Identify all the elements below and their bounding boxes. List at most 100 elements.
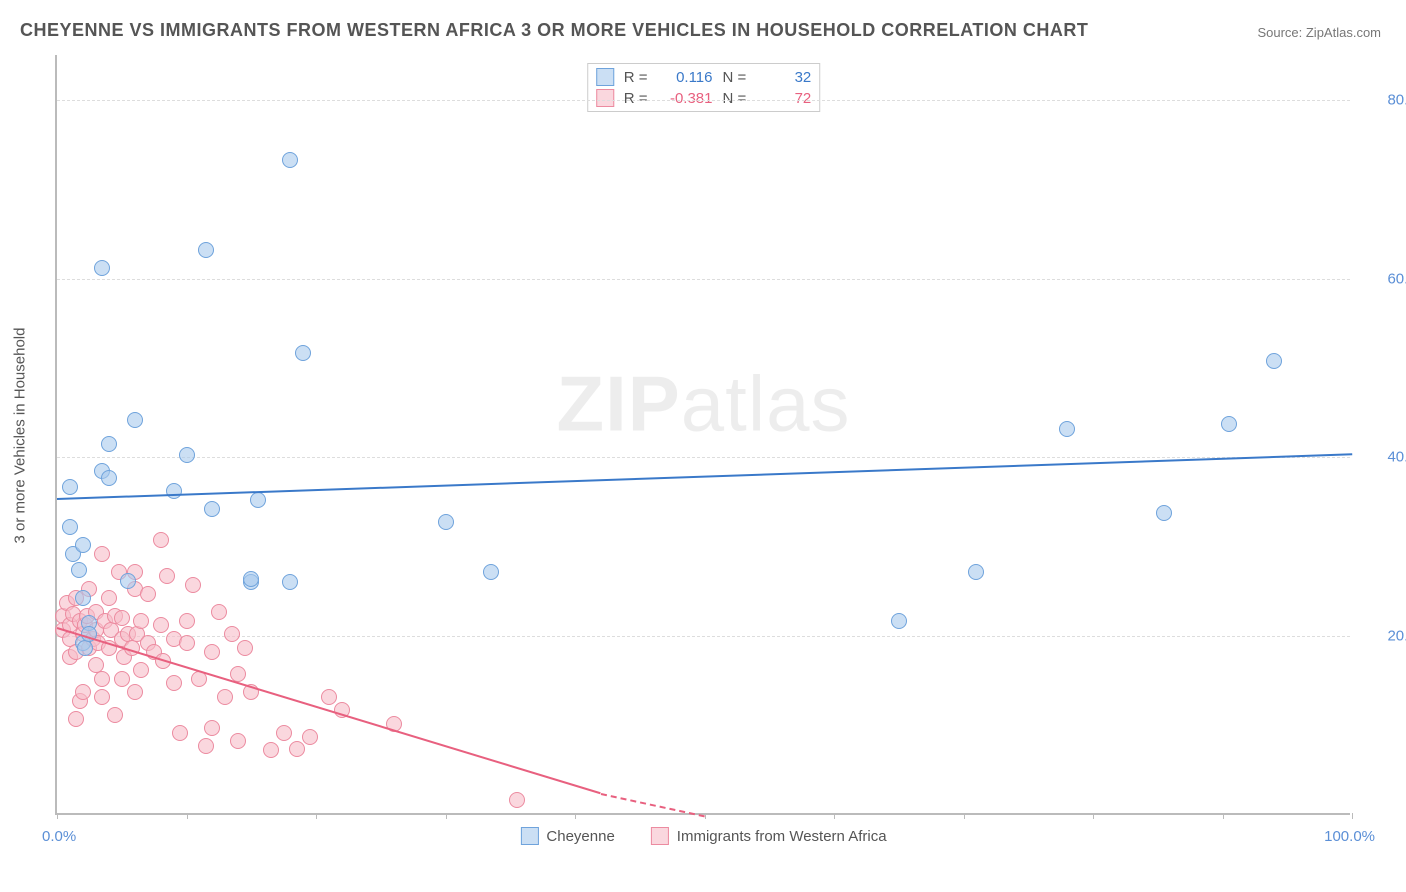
x-tick-mark [1223, 813, 1224, 819]
scatter-point-b [302, 729, 318, 745]
x-tick-mark [964, 813, 965, 819]
legend-n-value-a: 32 [756, 69, 811, 86]
x-axis-max-label: 100.0% [1324, 828, 1375, 845]
scatter-point-b [114, 671, 130, 687]
scatter-point-a [1156, 505, 1172, 521]
x-tick-mark [834, 813, 835, 819]
legend-stats-row-b: R = -0.381 N = 72 [596, 89, 812, 107]
scatter-point-b [230, 733, 246, 749]
gridline [57, 457, 1350, 458]
scatter-point-b [509, 792, 525, 808]
scatter-point-a [94, 260, 110, 276]
scatter-point-a [179, 447, 195, 463]
scatter-point-b [211, 604, 227, 620]
watermark: ZIPatlas [556, 358, 850, 449]
scatter-point-a [198, 242, 214, 258]
x-tick-mark [1352, 813, 1353, 819]
scatter-point-b [140, 586, 156, 602]
scatter-point-b [68, 711, 84, 727]
scatter-point-a [75, 537, 91, 553]
y-tick-label: 40.0% [1387, 449, 1406, 466]
watermark-light: atlas [681, 359, 851, 447]
x-tick-mark [446, 813, 447, 819]
scatter-point-a [282, 152, 298, 168]
chart-title: CHEYENNE VS IMMIGRANTS FROM WESTERN AFRI… [20, 20, 1088, 41]
scatter-point-b [101, 590, 117, 606]
scatter-point-a [438, 514, 454, 530]
scatter-point-b [159, 568, 175, 584]
scatter-point-b [198, 738, 214, 754]
scatter-point-b [133, 613, 149, 629]
scatter-point-a [127, 412, 143, 428]
legend-stats-row-a: R = 0.116 N = 32 [596, 68, 812, 86]
y-tick-label: 80.0% [1387, 91, 1406, 108]
legend-series: Cheyenne Immigrants from Western Africa [520, 827, 886, 845]
legend-series-b-label: Immigrants from Western Africa [677, 828, 887, 845]
x-tick-mark [57, 813, 58, 819]
watermark-bold: ZIP [556, 359, 680, 447]
scatter-point-a [282, 574, 298, 590]
scatter-point-b [185, 577, 201, 593]
scatter-point-b [237, 640, 253, 656]
trend-line-b-dash [601, 793, 705, 817]
scatter-point-b [217, 689, 233, 705]
scatter-point-b [153, 532, 169, 548]
scatter-point-b [204, 720, 220, 736]
scatter-point-a [166, 483, 182, 499]
x-axis-min-label: 0.0% [42, 828, 76, 845]
trend-line-a [57, 453, 1352, 500]
scatter-point-b [94, 671, 110, 687]
scatter-point-b [114, 610, 130, 626]
scatter-point-a [1266, 353, 1282, 369]
scatter-point-a [62, 479, 78, 495]
scatter-point-b [133, 662, 149, 678]
x-tick-mark [575, 813, 576, 819]
legend-r-label-b: R = [624, 90, 648, 107]
legend-swatch-b2 [651, 827, 669, 845]
scatter-point-a [120, 573, 136, 589]
legend-series-a-label: Cheyenne [546, 828, 614, 845]
scatter-point-a [204, 501, 220, 517]
scatter-point-b [75, 684, 91, 700]
gridline [57, 636, 1350, 637]
scatter-point-a [243, 571, 259, 587]
scatter-point-b [94, 689, 110, 705]
scatter-point-b [224, 626, 240, 642]
scatter-point-b [107, 707, 123, 723]
legend-r-label-a: R = [624, 69, 648, 86]
source-label: Source: ZipAtlas.com [1257, 25, 1381, 40]
scatter-point-a [62, 519, 78, 535]
scatter-point-b [127, 684, 143, 700]
x-tick-mark [187, 813, 188, 819]
scatter-point-b [204, 644, 220, 660]
legend-swatch-a2 [520, 827, 538, 845]
y-axis-label-container: 3 or more Vehicles in Household [0, 55, 40, 815]
scatter-point-b [276, 725, 292, 741]
legend-n-label-b: N = [723, 90, 747, 107]
scatter-point-b [179, 613, 195, 629]
legend-swatch-a [596, 68, 614, 86]
scatter-point-a [250, 492, 266, 508]
y-axis-label: 3 or more Vehicles in Household [12, 327, 29, 543]
gridline [57, 100, 1350, 101]
scatter-point-a [71, 562, 87, 578]
scatter-point-b [179, 635, 195, 651]
legend-r-value-b: -0.381 [658, 90, 713, 107]
x-tick-mark [1093, 813, 1094, 819]
legend-n-value-b: 72 [756, 90, 811, 107]
legend-stats: R = 0.116 N = 32 R = -0.381 N = 72 [587, 63, 821, 112]
scatter-point-b [166, 675, 182, 691]
trend-line-b [57, 627, 601, 794]
chart-container: CHEYENNE VS IMMIGRANTS FROM WESTERN AFRI… [0, 0, 1406, 892]
plot-area: ZIPatlas R = 0.116 N = 32 R = -0.381 N =… [55, 55, 1350, 815]
scatter-point-b [321, 689, 337, 705]
x-tick-mark [316, 813, 317, 819]
scatter-point-b [263, 742, 279, 758]
y-tick-label: 60.0% [1387, 270, 1406, 287]
scatter-point-a [101, 470, 117, 486]
scatter-point-a [75, 590, 91, 606]
scatter-point-a [483, 564, 499, 580]
legend-r-value-a: 0.116 [658, 69, 713, 86]
scatter-point-a [101, 436, 117, 452]
scatter-point-a [968, 564, 984, 580]
